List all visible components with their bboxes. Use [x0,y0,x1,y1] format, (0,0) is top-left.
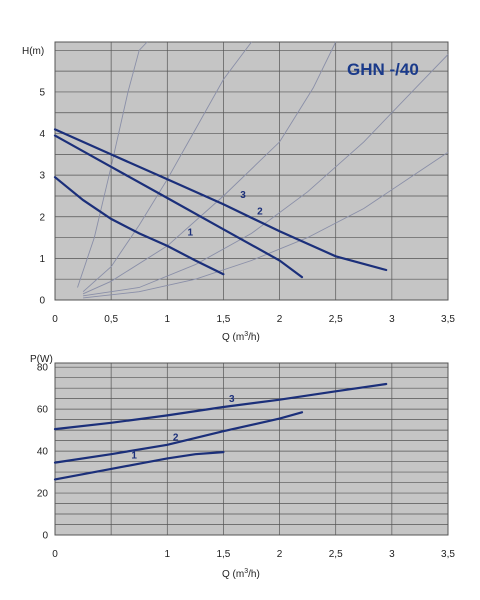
x-tick-label: 1 [165,549,171,560]
y-tick-label: 2 [39,212,45,223]
curve-label-1: 1 [187,228,193,239]
y-tick-label: 5 [39,87,45,98]
curve-label-3: 3 [240,190,246,201]
curve-2 [53,134,304,279]
y-tick-label: 3 [39,171,45,182]
chart-title: GHN -/40 [347,60,419,79]
power-grid [54,362,449,536]
curve-1 [53,176,225,276]
power-plot-area [55,363,448,535]
power-curves: 1 2 3 [53,382,388,481]
head-x-axis-label: Q (m3/h) [222,331,260,343]
x-tick-label: 1,5 [216,314,230,325]
x-tick-label: 2 [277,549,283,560]
curve-label-1: 1 [131,450,137,461]
y-tick-label: 4 [39,129,45,140]
head-system-curves [77,41,449,299]
plot-border [54,362,449,536]
curve-1 [53,451,225,481]
x-tick-label: 0 [52,549,58,560]
curve-3 [53,382,388,431]
curve-label-2: 2 [173,433,179,444]
x-tick-label: 1,5 [216,549,230,560]
curve-2 [53,411,304,464]
y-tick-label: 80 [37,363,49,374]
x-tick-label: 3 [389,314,395,325]
system-curve [77,41,148,288]
x-tick-label: 2,5 [329,314,343,325]
power-x-axis-label: Q (m3/h) [222,568,260,580]
y-tick-label: 1 [39,254,45,265]
y-tick-label: 40 [37,447,49,458]
power-chart: 1 2 3 0 1 1,5 2 2,5 3 3,5 0 20 40 60 80 P(W) Q (m3/h… [30,354,455,580]
y-tick-label: 0 [39,296,45,307]
head-y-axis-label: H(m) [22,46,44,57]
system-curve [83,54,449,297]
head-curves: 1 23 [53,128,388,279]
power-x-ticks: 0 1 1,5 2 2,5 3 3,5 [52,549,455,560]
x-tick-label: 0,5 [104,314,118,325]
x-tick-label: 3 [389,549,395,560]
y-tick-label: 60 [37,405,49,416]
head-y-ticks: 0 1 2 3 4 5 [39,87,45,306]
power-y-ticks: 0 20 40 60 80 [37,363,49,542]
curve-label-3: 3 [229,394,235,405]
x-tick-label: 3,5 [441,549,455,560]
head-x-ticks: 0 0,5 1 1,5 2 2,5 3 3,5 [52,314,455,325]
head-plot-area [55,42,448,300]
x-tick-label: 0 [52,314,58,325]
system-curve [82,41,337,295]
system-curve [83,151,449,299]
x-tick-label: 3,5 [441,314,455,325]
curve-label-2: 2 [257,207,263,218]
power-y-axis-label: P(W) [30,354,53,365]
x-tick-label: 1 [165,314,171,325]
x-tick-label: 2,5 [329,549,343,560]
y-tick-label: 0 [42,531,48,542]
x-tick-label: 2 [277,314,283,325]
curve-3 [53,128,388,272]
y-tick-label: 20 [37,489,49,500]
